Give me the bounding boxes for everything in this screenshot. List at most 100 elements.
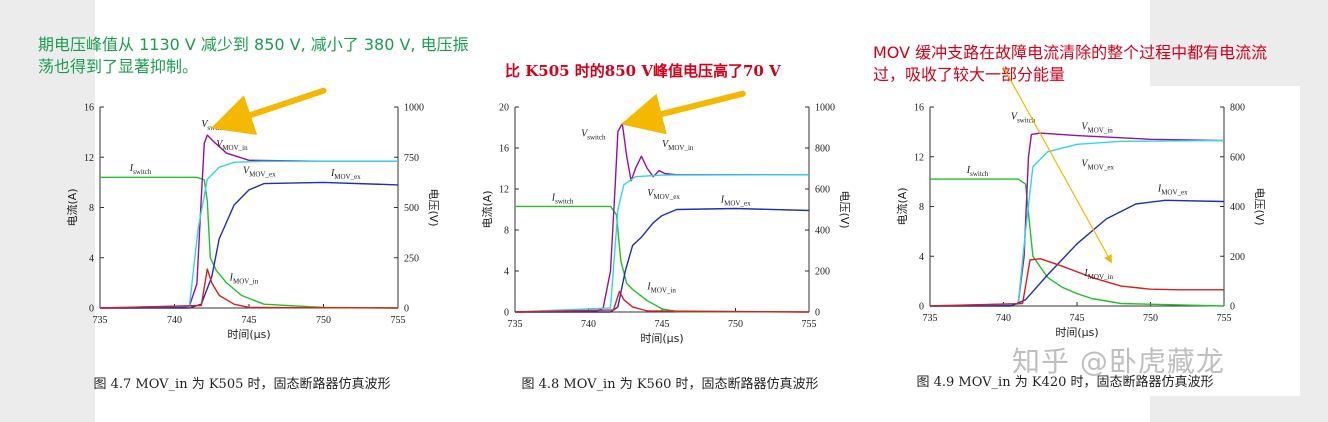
x-axis-label: 时间(μs) <box>1055 326 1098 339</box>
x-tick-label: 755 <box>391 315 406 326</box>
series-label: IMOV_in <box>229 272 259 285</box>
series-label: VMOV_ex <box>647 188 680 201</box>
series-label: IMOV_in <box>646 281 676 294</box>
series-label: Iswitch <box>966 165 989 178</box>
series-line-v-switch <box>929 132 1225 307</box>
series-line-i-switch <box>515 205 810 313</box>
y-tick-label: 16 <box>914 103 924 114</box>
y2-tick-label: 800 <box>815 144 830 155</box>
series-line-v-mov-ex <box>99 160 398 309</box>
watermark: 知乎 @卧虎藏龙 <box>1012 345 1225 378</box>
y2-tick-label: 400 <box>815 226 830 237</box>
x-axis-label: 时间(μs) <box>227 328 270 341</box>
figure-caption: 图 4.9 MOV_in 为 K420 时，固态断路器仿真波形 <box>916 374 1213 390</box>
chart-3: 735 740 745 750 75504812160200400600800时间(μs… <box>895 66 1266 390</box>
y2-tick-label: 0 <box>404 304 409 315</box>
series-label: VMOV_in <box>216 139 248 152</box>
y-tick-label: 8 <box>504 226 509 237</box>
y-tick-label: 4 <box>919 252 924 263</box>
series-label: IMOV_in <box>1083 268 1113 281</box>
series-line-i-mov-ex <box>515 207 810 313</box>
series-line-v-mov-ex <box>929 139 1225 307</box>
series-line-v-mov-ex <box>514 174 810 313</box>
y-tick-label: 16 <box>499 144 509 155</box>
series-line-i-mov-in <box>514 290 810 313</box>
y-tick-label: 20 <box>499 103 509 114</box>
x-tick-label: 740 <box>581 319 596 330</box>
x-tick-label: 745 <box>1070 313 1085 324</box>
y-axis-label: 电流(A) <box>895 187 909 225</box>
y-tick-label: 8 <box>919 202 924 213</box>
figure-caption: 图 4.7 MOV_in 为 K505 时，固态断路器仿真波形 <box>93 376 390 392</box>
right-white-strip <box>1150 86 1300 396</box>
y2-tick-label: 0 <box>815 308 820 319</box>
series-label: VMOV_in <box>662 139 694 152</box>
y-tick-label: 0 <box>504 308 509 319</box>
x-tick-label: 755 <box>1217 313 1232 324</box>
x-tick-label: 735 <box>93 315 108 326</box>
annotation-arrow <box>1002 66 1112 264</box>
x-tick-label: 755 <box>802 319 817 330</box>
y2-tick-label: 200 <box>1230 252 1245 263</box>
series-label: Iswitch <box>551 192 574 205</box>
x-tick-label: 745 <box>655 319 670 330</box>
y2-tick-label: 600 <box>815 185 830 196</box>
chart-1: 735 740 745 750 755048121602505007501000时间(μ… <box>65 87 440 392</box>
x-tick-label: 740 <box>167 315 182 326</box>
x-tick-label: 735 <box>923 313 938 324</box>
y2-tick-label: 800 <box>1230 103 1245 114</box>
x-tick-label: 745 <box>242 315 257 326</box>
series-line-i-mov-ex <box>100 181 399 309</box>
y-tick-label: 12 <box>84 153 94 164</box>
figure-caption: 图 4.8 MOV_in 为 K560 时，固态断路器仿真波形 <box>521 376 818 392</box>
annotation-arrow <box>620 90 746 135</box>
series-label: VMOV_ex <box>1081 159 1114 172</box>
x-tick-label: 750 <box>1143 313 1158 324</box>
annotation-arrow <box>210 87 327 135</box>
x-tick-label: 735 <box>508 319 523 330</box>
y-tick-label: 4 <box>89 253 94 264</box>
y2-tick-label: 200 <box>815 267 830 278</box>
y-tick-label: 8 <box>89 203 94 214</box>
y-tick-label: 0 <box>89 304 94 315</box>
y-tick-label: 12 <box>499 185 509 196</box>
series-label: Iswitch <box>129 163 152 176</box>
series-line-i-switch <box>930 178 1225 307</box>
series-label: IMOV_ex <box>1157 184 1188 197</box>
y-tick-label: 0 <box>919 302 924 313</box>
y2-tick-label: 500 <box>404 203 419 214</box>
x-tick-label: 750 <box>316 315 331 326</box>
series-label: VMOV_in <box>1081 121 1113 134</box>
chart-2: 735 740 745 750 7550481216200200400600800100… <box>480 90 851 392</box>
figure-panel <box>95 0 1150 422</box>
y-tick-label: 16 <box>84 103 94 114</box>
y2-tick-label: 600 <box>1230 152 1245 163</box>
series-line-i-switch <box>100 176 399 309</box>
series-line-i-mov-in <box>929 258 1224 307</box>
y2-axis-label: 电压(V) <box>838 190 851 228</box>
series-label: IMOV_ex <box>330 168 361 181</box>
y2-tick-label: 1000 <box>815 103 835 114</box>
y2-tick-label: 0 <box>1230 302 1235 313</box>
series-line-v-switch <box>514 122 809 313</box>
right-annotation: MOV 缓冲支路在故障电流清除的整个过程中都有电流流过，吸收了较大一部分能量 <box>873 43 1268 84</box>
y2-axis-label: 电压(V) <box>1253 187 1266 225</box>
x-axis-label: 时间(μs) <box>640 332 683 345</box>
y2-tick-label: 750 <box>404 153 419 164</box>
y-axis-label: 电流(A) <box>65 188 79 226</box>
series-label: Vswitch <box>581 129 606 142</box>
y2-tick-label: 400 <box>1230 202 1245 213</box>
y-axis-label: 电流(A) <box>480 190 494 228</box>
x-tick-label: 750 <box>728 319 743 330</box>
y2-axis-label: 电压(V) <box>427 188 440 226</box>
left-annotation: 期电压峰值从 1130 V 减少到 850 V, 减小了 380 V, 电压振荡… <box>38 35 469 76</box>
y-tick-label: 4 <box>504 267 509 278</box>
series-label: IMOV_ex <box>720 194 751 207</box>
series-label: VMOV_ex <box>243 166 276 179</box>
y2-tick-label: 1000 <box>404 103 424 114</box>
y-tick-label: 12 <box>914 152 924 163</box>
series-line-i-mov-in <box>99 268 399 309</box>
middle-annotation: 比 K505 时的850 V峰值电压高了70 V <box>505 62 781 80</box>
y2-tick-label: 250 <box>404 253 419 264</box>
